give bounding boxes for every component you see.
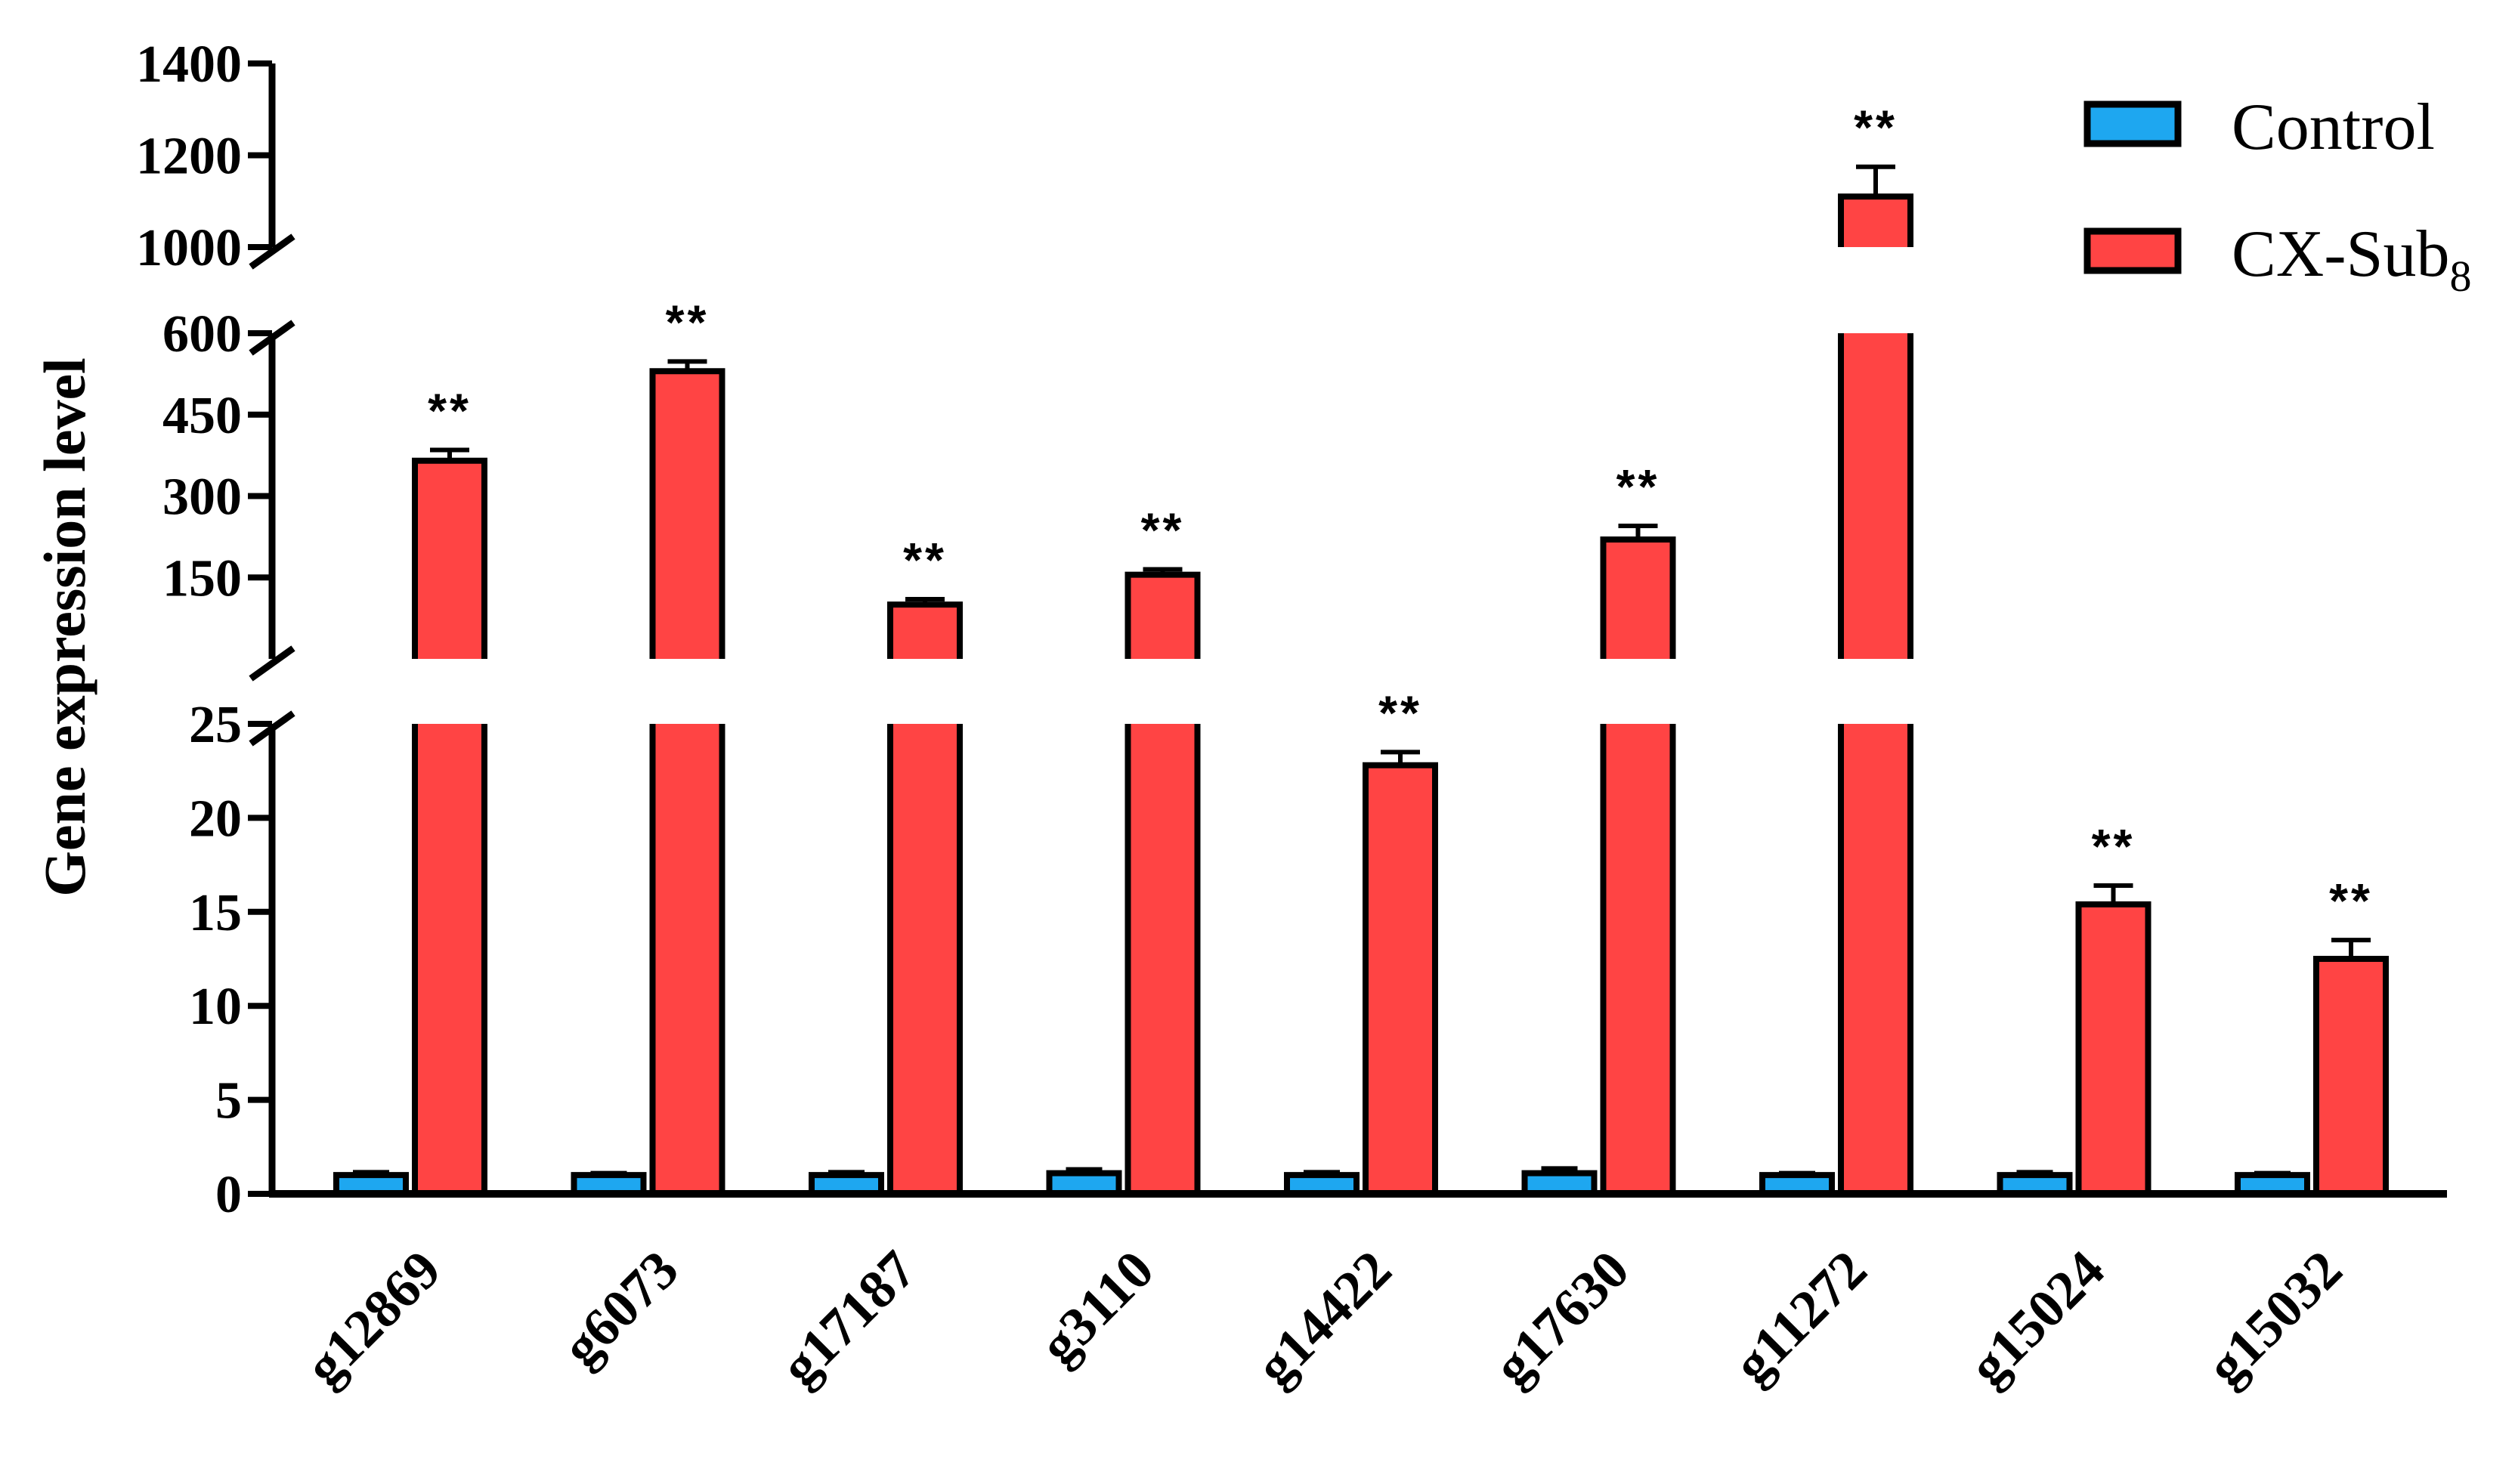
bar-cx-sub8-g11272-seg2 — [1838, 193, 1913, 247]
bar-cx-sub8-g15032-seg0 — [2313, 956, 2389, 1194]
y-tick-label-0: 0 — [215, 1166, 242, 1224]
category-label-g11272: g11272 — [1722, 1239, 1878, 1395]
significance-g17187: ** — [903, 533, 947, 587]
y-axis: 0 5 10 15 20 25 150 300 450 600 1000 1200 1400 — [136, 36, 295, 1224]
legend-label-control: Control — [2232, 91, 2435, 164]
bar-fill — [1603, 539, 1673, 659]
bar-cx-sub8-g11272-seg0 — [1838, 724, 1913, 1194]
significance-g11272: ** — [1854, 100, 1898, 155]
legend-label-cx-sub8-subscript: 8 — [2450, 252, 2472, 301]
bar-cx-sub8-g14422-seg0 — [1363, 762, 1438, 1194]
y-tick-label-150: 150 — [162, 549, 242, 608]
category-label-g12869: g12869 — [294, 1239, 452, 1397]
bar-fill — [1128, 724, 1198, 1194]
bar-fill — [1128, 574, 1198, 659]
y-tick-label-1000: 1000 — [136, 219, 242, 277]
bar-fill — [1366, 765, 1435, 1194]
y-tick-label-10: 10 — [189, 978, 242, 1036]
bar-cx-sub8-g17187-seg1 — [887, 601, 963, 659]
bar-fill — [1841, 724, 1910, 1194]
category-label-g17187: g17187 — [769, 1239, 927, 1397]
significance-g15024: ** — [2092, 819, 2136, 873]
bar-cx-sub8-g17187-seg0 — [887, 724, 963, 1194]
bar-cx-sub8-g17630-seg0 — [1600, 724, 1676, 1194]
axis-break-mark-1-a — [249, 320, 295, 356]
significance-g3110: ** — [1141, 502, 1185, 557]
bar-cx-sub8-g15024-seg0 — [2075, 901, 2152, 1194]
y-tick-label-450: 450 — [162, 387, 242, 445]
category-label-g14422: g14422 — [1245, 1239, 1403, 1397]
significance-g12869: ** — [428, 383, 472, 437]
bar-fill — [415, 724, 484, 1194]
bar-cx-sub8-g3110-seg0 — [1124, 724, 1201, 1194]
category-label-g6073: g6073 — [551, 1239, 690, 1378]
axis-break-mark-0-b — [249, 645, 295, 682]
bar-fill — [890, 604, 960, 659]
bar-fill — [1603, 724, 1673, 1194]
bar-fill — [652, 724, 722, 1194]
legend-swatch-control — [2083, 100, 2182, 147]
bars-layer: ** ** ** ** ** ** ** ** ** — [333, 100, 2389, 1197]
bar-fill — [2316, 959, 2386, 1194]
significance-g6073: ** — [666, 295, 710, 349]
y-tick-label-1400: 1400 — [136, 36, 242, 94]
significance-g17630: ** — [1616, 459, 1660, 514]
legend-label-cx-sub8: CX-Sub8 — [2232, 218, 2472, 301]
category-label-g3110: g3110 — [1029, 1239, 1165, 1376]
bar-cx-sub8-g3110-seg1 — [1124, 571, 1201, 659]
bar-fill — [1841, 196, 1910, 247]
category-label-g15024: g15024 — [1958, 1239, 2116, 1397]
axis-break-mark-0-a — [249, 710, 295, 747]
bar-cx-sub8-g6073-seg0 — [649, 724, 725, 1194]
legend: Control CX-Sub8 — [2083, 91, 2472, 301]
bar-cx-sub8-g12869-seg0 — [412, 724, 487, 1194]
significance-g15032: ** — [2329, 873, 2373, 928]
category-labels: g12869 g6073 g17187 g3110 g14422 g17630 g11272… — [294, 1239, 2353, 1397]
y-tick-label-25: 25 — [189, 696, 242, 754]
y-tick-label-20: 20 — [189, 790, 242, 848]
bar-fill — [2078, 904, 2148, 1194]
bar-fill — [1841, 333, 1910, 659]
bar-cx-sub8-g17630-seg1 — [1600, 536, 1676, 659]
significance-g14422: ** — [1378, 685, 1422, 740]
y-axis-label: Gene expression level — [32, 357, 97, 896]
category-label-g17630: g17630 — [1483, 1239, 1641, 1397]
legend-swatch-cx-sub8 — [2083, 227, 2182, 274]
bar-fill — [652, 371, 722, 659]
y-tick-label-1200: 1200 — [136, 128, 242, 186]
bar-fill — [890, 724, 960, 1194]
legend-label-cx-sub8-main: CX-Sub — [2232, 218, 2450, 291]
axis-break-mark-1-b — [249, 233, 295, 270]
y-tick-label-5: 5 — [215, 1072, 242, 1130]
y-tick-label-600: 600 — [162, 305, 242, 363]
y-tick-label-15: 15 — [189, 884, 242, 942]
bar-cx-sub8-g11272-seg1 — [1838, 333, 1913, 659]
bar-fill — [415, 460, 484, 659]
bar-cx-sub8-g12869-seg1 — [412, 457, 487, 659]
bar-cx-sub8-g6073-seg1 — [649, 368, 725, 659]
y-tick-label-300: 300 — [162, 468, 242, 527]
category-label-g15032: g15032 — [2195, 1239, 2353, 1397]
